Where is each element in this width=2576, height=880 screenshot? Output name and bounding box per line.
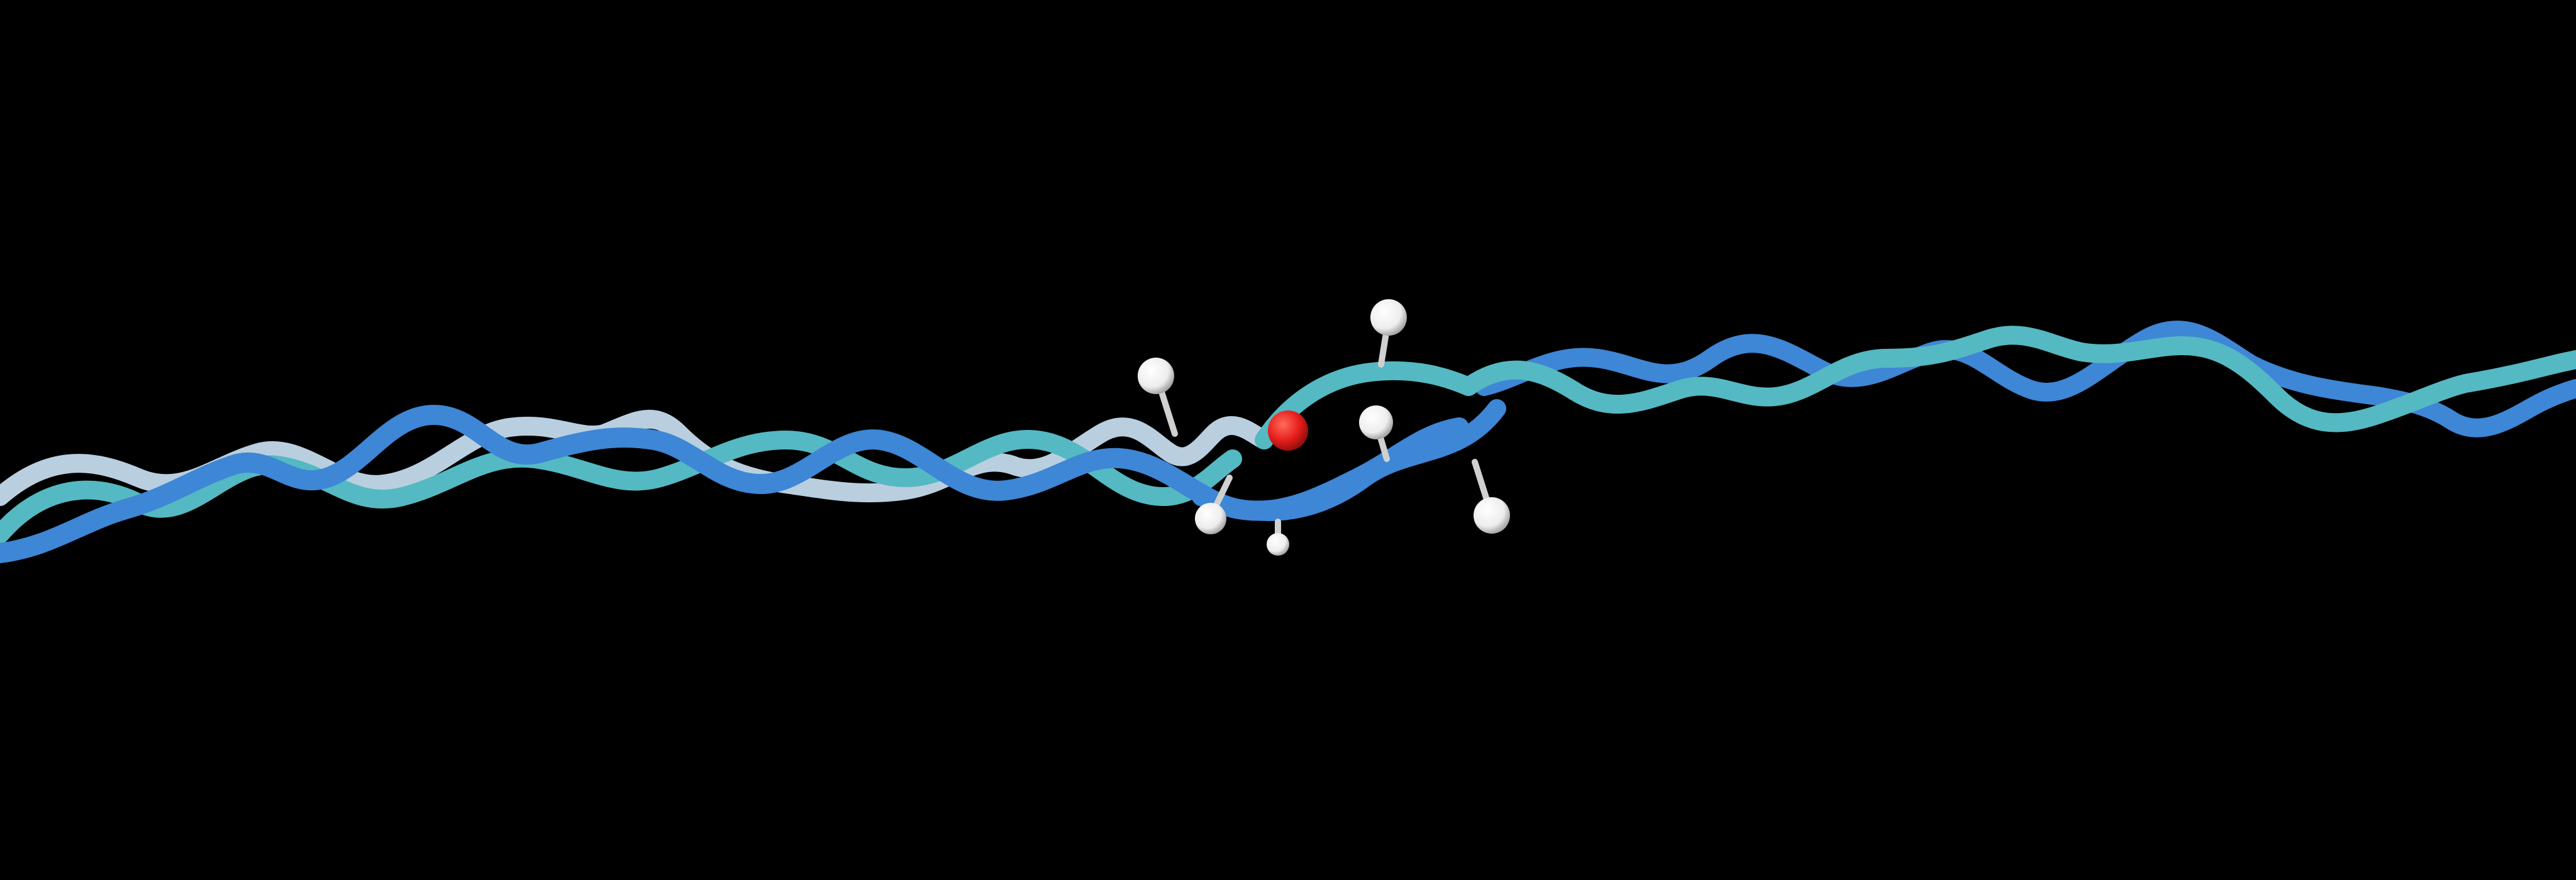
hydrogen-atom — [1359, 405, 1393, 439]
hydrogen-atom — [1370, 299, 1407, 336]
strand-pale — [0, 410, 1274, 506]
hydrogen-atom — [1138, 358, 1174, 394]
strand-teal-right — [1459, 326, 2576, 432]
hydrogen-atom — [1267, 533, 1289, 556]
hydrogen-atom — [1474, 497, 1510, 534]
strand-teal — [0, 430, 1242, 544]
hydrogen-atom — [1195, 503, 1226, 534]
strand-blue-right — [1475, 321, 2576, 437]
strand-blue-bulge — [1192, 399, 1506, 521]
oxygen-atom — [1268, 410, 1308, 451]
